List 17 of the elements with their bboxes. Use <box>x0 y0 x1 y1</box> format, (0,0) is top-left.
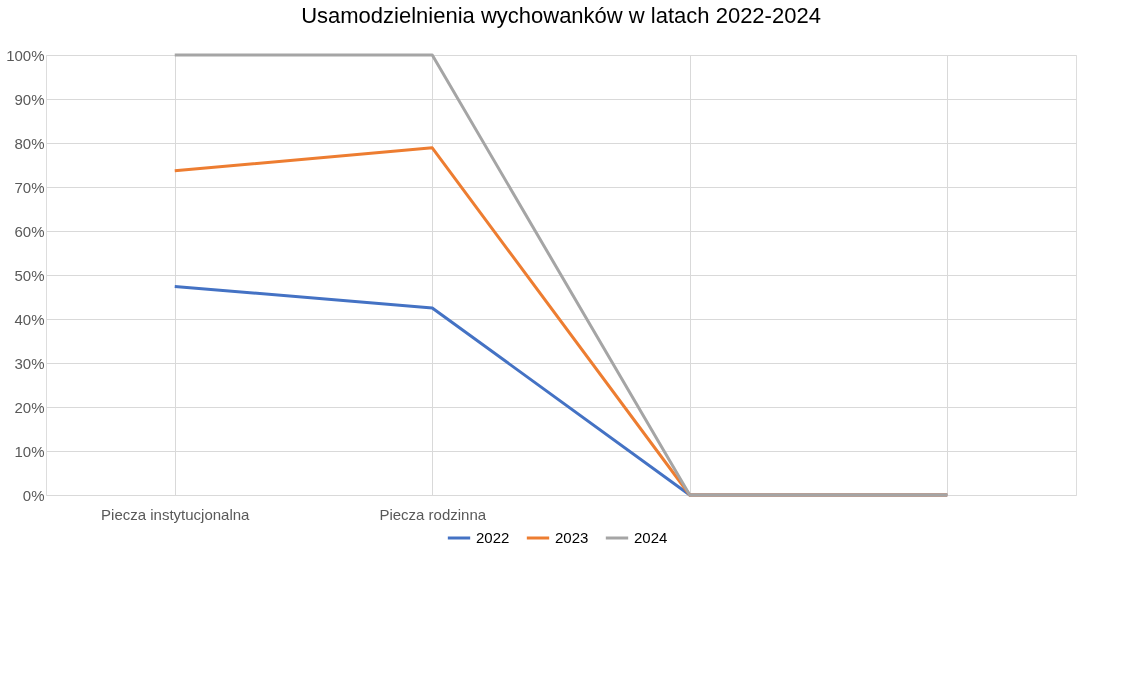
y-tick-label: 60% <box>14 222 45 240</box>
y-tick-label: 70% <box>14 178 45 196</box>
legend-label: 2024 <box>634 529 668 546</box>
legend-label: 2023 <box>555 529 589 546</box>
legend-label: 2022 <box>476 529 510 546</box>
y-tick-label: 90% <box>14 90 45 108</box>
y-tick-label: 20% <box>14 398 45 416</box>
y-tick-label: 10% <box>14 442 45 460</box>
y-tick-label: 80% <box>14 134 45 152</box>
x-tick-label: Piecza rodzinna <box>379 505 487 523</box>
y-tick-label: 30% <box>14 354 45 372</box>
y-tick-label: 50% <box>14 266 45 284</box>
chart-title: Usamodzielnienia wychowanków w latach 2022-2024 <box>301 3 821 28</box>
x-tick-label: Piecza instytucjonalna <box>101 505 251 523</box>
y-tick-label: 40% <box>14 310 45 328</box>
y-tick-label: 100% <box>6 46 45 64</box>
y-tick-label: 0% <box>22 486 45 504</box>
